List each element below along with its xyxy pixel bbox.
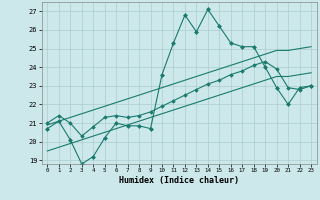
X-axis label: Humidex (Indice chaleur): Humidex (Indice chaleur)	[119, 176, 239, 185]
